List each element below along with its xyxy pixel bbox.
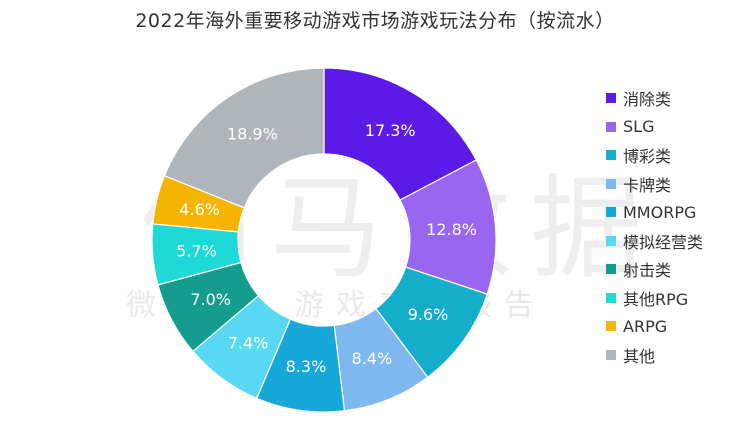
legend-item-6: 模拟经营类 [606,227,746,256]
legend-label: 消除类 [623,90,672,110]
legend-item-2: SLG [606,113,746,142]
slice-label-6: 7.4% [228,334,269,353]
legend-item-1: 消除类 [606,84,746,113]
legend-item-10: 其他 [606,341,746,370]
chart-title: 2022年海外重要移动游戏市场游戏玩法分布（按流水） [135,10,615,32]
legend-label: MMORPG [623,202,697,222]
slice-label-2: 12.8% [426,220,477,239]
slice-label-8: 5.7% [176,241,217,260]
legend-label: SLG [623,117,655,137]
donut-slice-labels: 17.3% 12.8% 9.6% 8.4% 8.3% 7.4% 7.0% 5.7% 4.6% 18… [176,121,477,376]
legend-item-4: 卡牌类 [606,170,746,199]
legend-swatch [606,178,616,189]
legend-swatch [606,264,616,275]
legend-swatch [606,150,616,161]
legend-item-7: 射击类 [606,255,746,284]
slice-1 [323,67,478,201]
legend-swatch [606,349,616,360]
legend-label: ARPG [623,316,668,336]
legend-swatch [606,321,616,332]
slice-label-1: 17.3% [365,121,416,140]
legend-swatch [606,292,616,303]
legend-swatch [606,235,616,246]
legend-item-3: 博彩类 [606,141,746,170]
legend-swatch [606,207,616,218]
legend-item-8: 其他RPG [606,284,746,313]
slice-label-10: 18.9% [227,124,278,143]
legend-label: 其他 [623,346,656,366]
donut-slices [151,67,497,413]
legend-item-5: MMORPG [606,198,746,227]
legend-swatch [606,121,616,132]
legend-swatch [606,93,616,104]
slice-label-7: 7.0% [190,290,231,309]
legend-label: 其他RPG [623,289,689,309]
slice-label-9: 4.6% [179,200,220,219]
slice-10 [163,67,325,209]
legend-label: 射击类 [623,261,672,281]
legend-label: 博彩类 [623,147,672,167]
slice-label-5: 8.3% [286,357,327,376]
legend-item-9: ARPG [606,312,746,341]
legend-label: 卡牌类 [623,175,672,195]
legend: 消除类 SLG 博彩类卡牌类 MMORPG 模拟经营类射击类其他RPG ARPG 其他 [606,84,746,369]
slice-label-4: 8.4% [352,349,393,368]
legend-label: 模拟经营类 [623,232,704,252]
slice-label-3: 9.6% [408,305,449,324]
